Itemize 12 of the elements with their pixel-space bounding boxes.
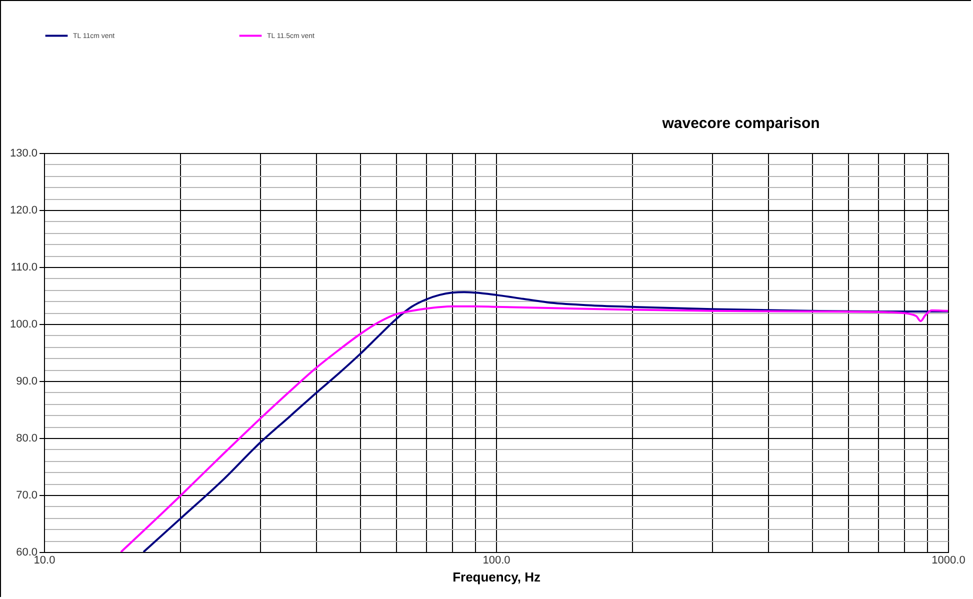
x-tick-label: 100.0 xyxy=(482,554,510,566)
y-tick-label: 130.0 xyxy=(10,148,38,160)
y-tick-label: 110.0 xyxy=(10,262,38,274)
chart-title: wavecore comparison xyxy=(661,115,820,132)
y-tick-label: 70.0 xyxy=(16,490,38,502)
x-axis-title: Frequency, Hz xyxy=(452,570,541,584)
y-tick-label: 100.0 xyxy=(10,318,38,330)
x-tick-label: 1000.0 xyxy=(932,554,966,566)
x-tick-label: 10.0 xyxy=(34,554,56,566)
y-tick-label: 90.0 xyxy=(16,376,38,388)
y-tick-label: 120.0 xyxy=(10,204,38,216)
y-tick-label: 80.0 xyxy=(16,432,38,444)
